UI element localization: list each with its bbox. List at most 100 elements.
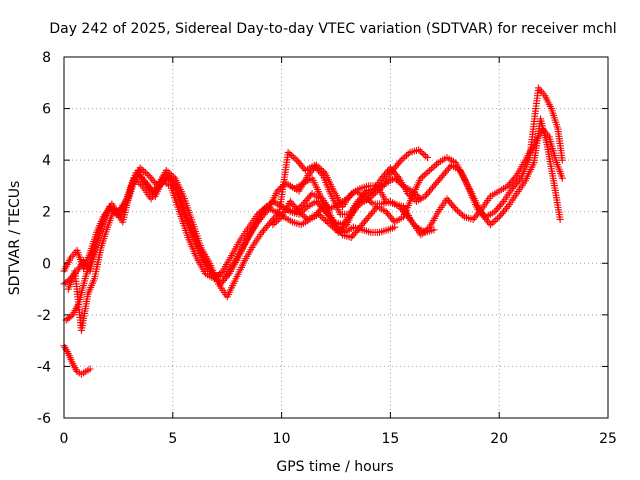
data-point [401, 153, 409, 161]
data-point [320, 215, 328, 223]
data-point [436, 175, 444, 183]
data-point [558, 156, 566, 164]
data-point [300, 212, 308, 220]
data-point [429, 163, 437, 171]
data-point [498, 209, 506, 217]
data-point [350, 230, 358, 238]
data-point [304, 195, 312, 203]
data-point [418, 149, 426, 157]
data-point [439, 172, 447, 180]
data-point [403, 152, 411, 160]
data-point [381, 171, 389, 179]
data-point [558, 174, 566, 182]
data-point [295, 208, 303, 216]
series-track-8 [269, 115, 564, 241]
data-point [482, 215, 490, 223]
data-point [386, 213, 394, 221]
data-point [497, 211, 505, 219]
data-point [449, 202, 457, 210]
data-point [397, 156, 405, 164]
data-point [356, 197, 364, 205]
data-point [500, 208, 508, 216]
data-point [366, 211, 374, 219]
data-point [130, 174, 138, 182]
x-tick-label: 25 [599, 431, 617, 447]
data-point [383, 209, 391, 217]
data-point [135, 179, 143, 187]
data-point [146, 173, 154, 181]
data-point [211, 273, 219, 281]
data-point [423, 154, 431, 162]
data-point [510, 183, 518, 191]
data-point [220, 276, 228, 284]
data-point [430, 226, 438, 234]
data-point [492, 216, 500, 224]
data-point [415, 146, 423, 154]
data-point [274, 209, 282, 217]
data-point [352, 203, 360, 211]
data-point [308, 166, 316, 174]
data-point [315, 207, 323, 215]
data-point [488, 219, 496, 227]
data-point [276, 214, 284, 222]
data-point [424, 168, 432, 176]
data-point [459, 211, 467, 219]
data-point [136, 164, 144, 172]
data-point [305, 193, 313, 201]
data-point [440, 170, 448, 178]
data-point [359, 194, 367, 202]
data-point [354, 225, 362, 233]
y-axis-label: SDTVAR / TECUs [7, 181, 23, 296]
x-tick-label: 5 [168, 431, 177, 447]
data-point [493, 214, 501, 222]
data-point [478, 210, 486, 218]
data-point [302, 204, 310, 212]
data-point [426, 187, 434, 195]
data-point [140, 167, 148, 175]
data-point [426, 166, 434, 174]
data-point [419, 229, 427, 237]
data-point [138, 165, 146, 173]
data-point [431, 162, 439, 170]
data-point [86, 365, 94, 373]
data-point [314, 163, 322, 171]
data-point [292, 204, 300, 212]
data-point [471, 214, 479, 222]
data-point [495, 203, 503, 211]
data-point [357, 196, 365, 204]
data-point [360, 218, 368, 226]
data-point [505, 180, 513, 188]
data-point [339, 224, 347, 232]
data-point [157, 180, 165, 188]
data-point [209, 271, 217, 279]
data-point [368, 209, 376, 217]
data-point [385, 211, 393, 219]
data-point [514, 178, 522, 186]
data-point [117, 205, 125, 213]
data-point [312, 161, 320, 169]
data-point [261, 225, 269, 233]
data-point [322, 216, 330, 224]
data-point [513, 179, 521, 187]
data-point [365, 213, 373, 221]
data-point [420, 228, 428, 236]
data-point [318, 203, 326, 211]
data-point [260, 205, 268, 213]
data-point [420, 150, 428, 158]
data-point [147, 187, 155, 195]
data-point [447, 200, 455, 208]
data-point [151, 178, 159, 186]
data-point [298, 211, 306, 219]
chart-title: Day 242 of 2025, Sidereal Day-to-day VTE… [49, 21, 616, 37]
data-point [286, 197, 294, 205]
data-point [423, 191, 431, 199]
data-point [437, 173, 445, 181]
data-point [419, 173, 427, 181]
data-point [516, 176, 524, 184]
data-point [217, 280, 225, 288]
data-point [310, 165, 318, 173]
data-point [143, 170, 151, 178]
data-point [224, 271, 232, 279]
data-point [297, 209, 305, 217]
